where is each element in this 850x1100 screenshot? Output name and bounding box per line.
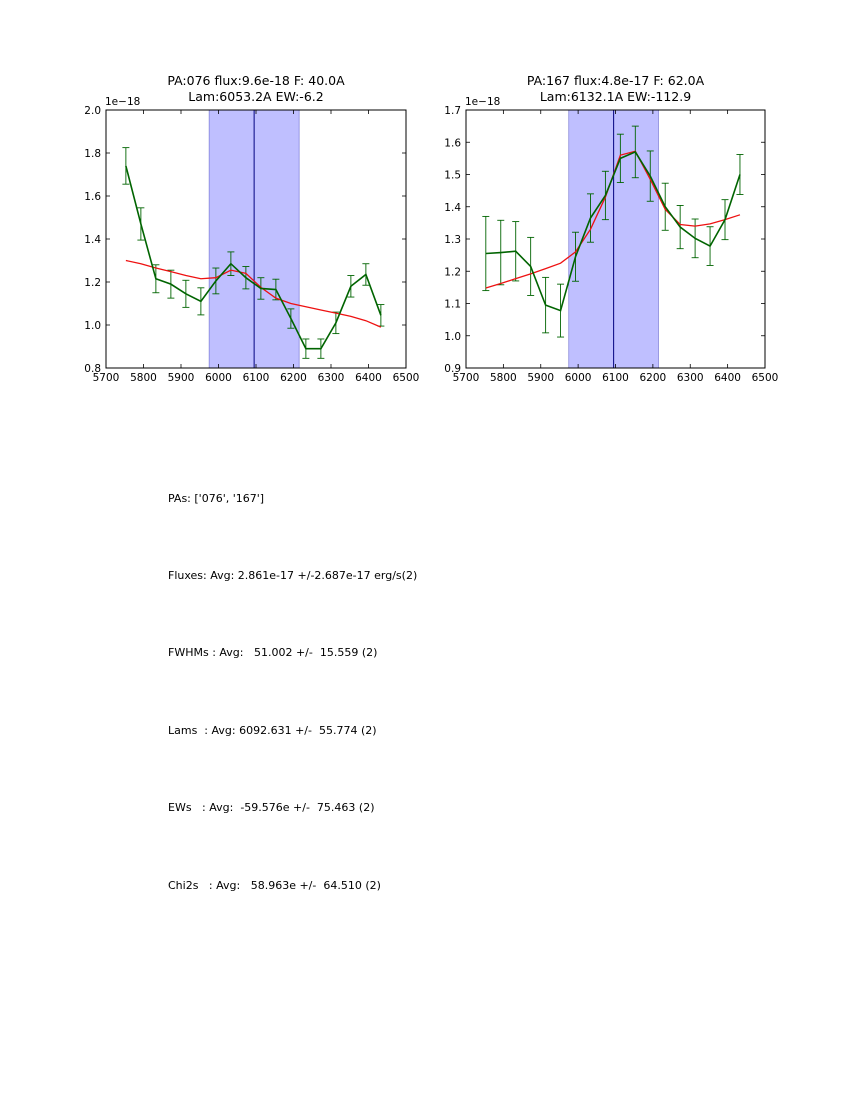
x-tick-label: 6000: [205, 372, 232, 384]
summary-pas: PAs: ['076', '167']: [168, 491, 265, 505]
x-tick-label: 5700: [93, 372, 120, 384]
y-offset-label: 1e−18: [465, 96, 500, 108]
chart-title-line: PA:167 flux:4.8e-17 F: 62.0A: [527, 73, 705, 88]
y-tick-label: 0.8: [84, 363, 101, 375]
y-tick-label: 1.5: [444, 170, 461, 182]
x-tick-label: 6200: [640, 372, 667, 384]
y-tick-label: 1.0: [84, 320, 101, 332]
x-tick-label: 5700: [453, 372, 480, 384]
x-tick-label: 6100: [243, 372, 270, 384]
summary-fwhms: FWHMs : Avg: 51.002 +/- 15.559 (2): [168, 646, 378, 660]
y-tick-label: 0.9: [444, 363, 461, 375]
x-tick-label: 6500: [393, 372, 420, 384]
x-tick-label: 5800: [490, 372, 517, 384]
y-tick-label: 1.1: [444, 299, 461, 311]
y-tick-label: 1.0: [444, 331, 461, 343]
y-offset-label: 1e−18: [105, 96, 140, 108]
chart-title-line: PA:076 flux:9.6e-18 F: 40.0A: [167, 73, 345, 88]
x-tick-label: 6200: [280, 372, 307, 384]
fit-line: [125, 259, 382, 328]
summary-ews: EWs : Avg: -59.576e +/- 75.463 (2): [168, 801, 375, 815]
chart-title-line: Lam:6053.2A EW:-6.2: [188, 89, 323, 104]
y-tick-label: 1.4: [84, 234, 101, 246]
chart-panel-pa167: 5700 5800 5900 6000 6100 6200 6300 6400 6500 0.9 1…: [444, 73, 778, 384]
summary-block: PAs: ['076', '167'] Fluxes: Avg: 2.861e-…: [168, 434, 417, 924]
y-tick-label: 1.2: [84, 277, 101, 289]
y-tick-label: 1.2: [444, 266, 461, 278]
summary-lams: Lams : Avg: 6092.631 +/- 55.774 (2): [168, 723, 377, 737]
chart-panel-pa076: 5700 5800 5900 6000 6100 6200 6300 6400 6500 0.8 1…: [84, 73, 419, 384]
x-tick-label: 6500: [752, 372, 779, 384]
x-tick-label: 6400: [355, 372, 382, 384]
data-line: [485, 150, 741, 312]
y-tick-label: 1.6: [84, 191, 101, 203]
x-tick-label: 6000: [565, 372, 592, 384]
x-tick-label: 6300: [677, 372, 704, 384]
x-tick-label: 6300: [318, 372, 345, 384]
y-tick-label: 1.4: [444, 202, 461, 214]
y-tick-label: 1.7: [444, 105, 461, 117]
x-tick-label: 6100: [602, 372, 629, 384]
x-tick-label: 6400: [714, 372, 741, 384]
y-tick-label: 1.3: [444, 234, 461, 246]
y-tick-label: 1.8: [84, 148, 101, 160]
chart-title-line: Lam:6132.1A EW:-112.9: [540, 89, 691, 104]
data-line: [125, 165, 382, 350]
x-tick-label: 5800: [130, 372, 157, 384]
x-tick-label: 5900: [527, 372, 554, 384]
summary-fluxes: Fluxes: Avg: 2.861e-17 +/-2.687e-17 erg/…: [168, 568, 418, 582]
summary-chi2s: Chi2s : Avg: 58.963e +/- 64.510 (2): [168, 878, 381, 892]
y-tick-label: 1.6: [444, 137, 461, 149]
y-tick-label: 2.0: [84, 105, 101, 117]
x-tick-label: 5900: [168, 372, 195, 384]
